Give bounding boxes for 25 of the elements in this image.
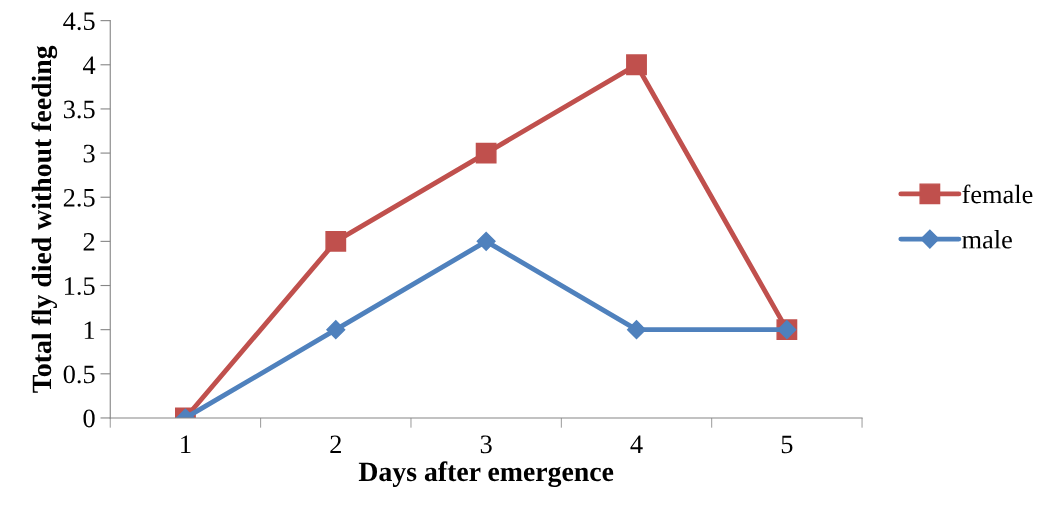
x-tick-label: 2 <box>330 435 341 453</box>
point <box>626 54 647 76</box>
y-tick-label: 3 <box>83 144 95 163</box>
point <box>326 320 346 340</box>
point <box>626 320 647 340</box>
y-tick-label: 3.5 <box>63 100 95 119</box>
x-tick-label: 5 <box>781 435 793 454</box>
y-tick-label: 2 <box>83 233 95 251</box>
x-axis-title: Days after emergence <box>358 461 614 488</box>
y-axis-title: Total fly died without feeding <box>31 45 58 393</box>
y-tick-label: 0 <box>83 409 95 428</box>
point <box>475 142 497 164</box>
y-tick-label: 4.5 <box>63 12 95 31</box>
y-tick-label: 1.5 <box>65 277 95 296</box>
legend-label: female <box>962 184 1033 204</box>
point <box>325 230 347 252</box>
y-tick-label: 1 <box>84 321 95 339</box>
x-tick-label: 3 <box>480 435 492 454</box>
x-tick-label: 1 <box>181 435 191 453</box>
point <box>476 231 496 251</box>
y-tick-label: 2.5 <box>63 188 95 207</box>
x-tick-label: 4 <box>630 435 643 453</box>
y-tick-label: 4 <box>82 56 96 74</box>
y-tick-label: 0.5 <box>63 365 95 384</box>
legend-label: male <box>962 230 1012 249</box>
